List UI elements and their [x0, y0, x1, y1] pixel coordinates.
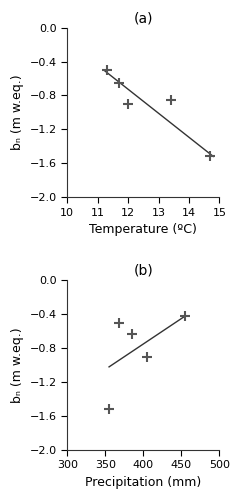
Title: (a): (a): [134, 11, 153, 25]
Y-axis label: bₙ (m w.eq.): bₙ (m w.eq.): [11, 328, 24, 403]
X-axis label: Temperature (ºC): Temperature (ºC): [89, 223, 197, 236]
X-axis label: Precipitation (mm): Precipitation (mm): [85, 476, 201, 489]
Y-axis label: bₙ (m w.eq.): bₙ (m w.eq.): [11, 74, 24, 150]
Title: (b): (b): [134, 264, 153, 278]
